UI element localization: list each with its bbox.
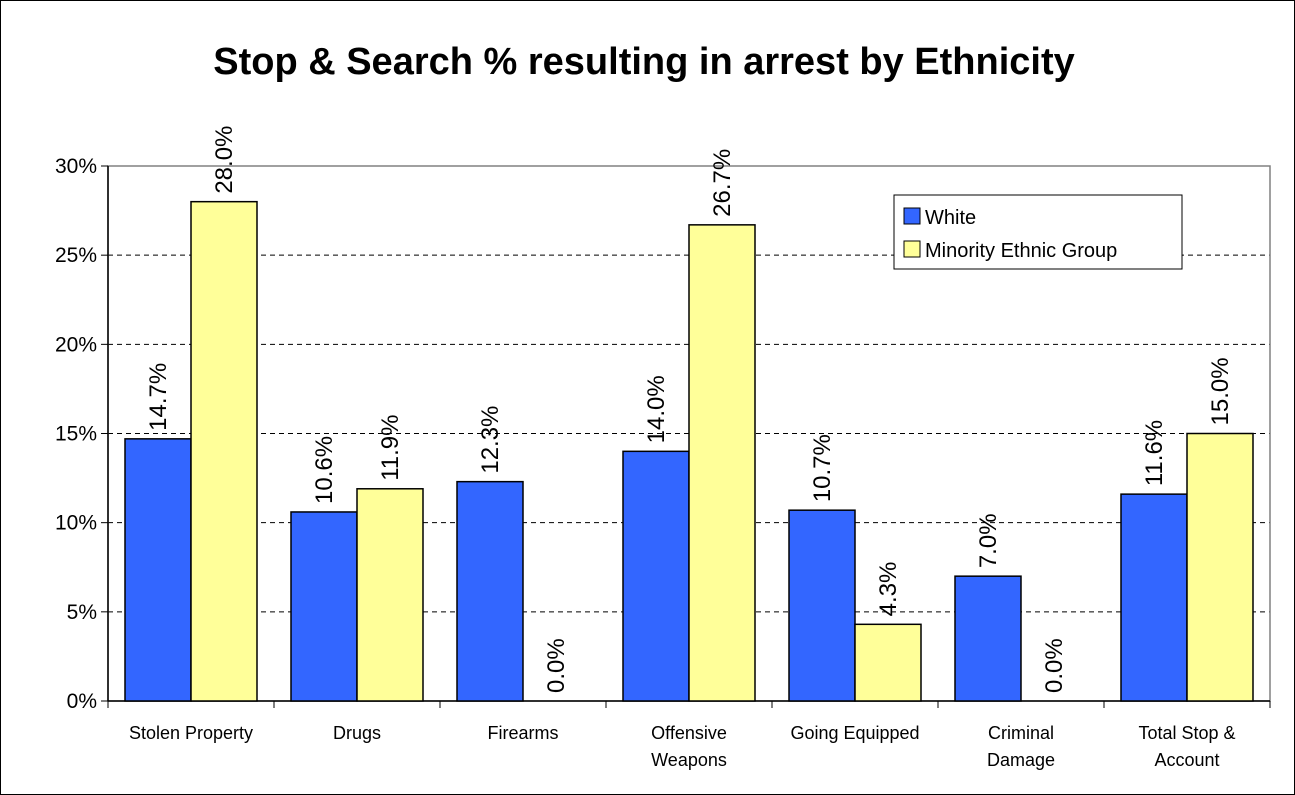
bar — [622, 450, 690, 702]
data-label: 12.3% — [477, 406, 504, 474]
bar — [788, 509, 856, 702]
bar — [124, 438, 192, 702]
x-tick-label: Weapons — [651, 750, 727, 770]
x-tick-label: Stolen Property — [129, 723, 253, 743]
bar — [954, 575, 1022, 702]
legend-swatch — [903, 240, 921, 258]
legend: White Minority Ethnic Group — [893, 194, 1183, 270]
x-tick-label: Damage — [987, 750, 1055, 770]
data-label: 26.7% — [709, 149, 736, 217]
data-label: 0.0% — [543, 638, 570, 693]
y-tick-label: 0% — [67, 690, 97, 713]
data-label: 14.7% — [145, 363, 172, 431]
y-tick-label: 30% — [55, 155, 97, 178]
data-label: 0.0% — [1041, 638, 1068, 693]
x-tick-label: Criminal — [988, 723, 1054, 743]
x-tick-label: Total Stop & — [1138, 723, 1235, 743]
data-labels: 14.7% 28.0% 10.6% 11.9% 12.3% 0.0% 14.0% 26.7% 1… — [145, 126, 1234, 693]
y-tick-label: 15% — [55, 423, 97, 446]
bar — [356, 488, 424, 702]
y-tick-label: 25% — [55, 244, 97, 267]
x-tick-label: Account — [1154, 750, 1219, 770]
data-label: 14.0% — [643, 375, 670, 443]
y-tick-label: 5% — [67, 601, 97, 624]
x-tick-label: Going Equipped — [790, 723, 919, 743]
data-label: 28.0% — [211, 126, 238, 194]
legend-box — [893, 194, 1183, 270]
bars — [124, 200, 1254, 702]
bar — [854, 623, 922, 702]
legend-swatch — [903, 207, 921, 225]
legend-label: White — [925, 207, 976, 229]
bar — [1186, 432, 1254, 702]
bar — [688, 224, 756, 702]
y-tick-label: 10% — [55, 512, 97, 535]
y-tick-label: 20% — [55, 333, 97, 356]
bar — [1120, 493, 1188, 702]
data-label: 4.3% — [875, 562, 902, 617]
x-tick-label: Drugs — [333, 723, 381, 743]
x-tick-label: Offensive — [651, 723, 727, 743]
bar — [290, 511, 358, 702]
x-tick-label: Firearms — [488, 723, 559, 743]
data-label: 10.7% — [809, 434, 836, 502]
chart-title: Stop & Search % resulting in arrest by E… — [213, 41, 1075, 83]
data-label: 11.6% — [1141, 420, 1168, 486]
data-label: 11.9% — [377, 415, 404, 481]
data-label: 15.0% — [1207, 357, 1234, 425]
legend-label: Minority Ethnic Group — [925, 240, 1117, 262]
data-label: 7.0% — [975, 513, 1002, 568]
bar — [190, 200, 258, 702]
bar — [456, 480, 524, 702]
data-label: 10.6% — [311, 436, 338, 504]
